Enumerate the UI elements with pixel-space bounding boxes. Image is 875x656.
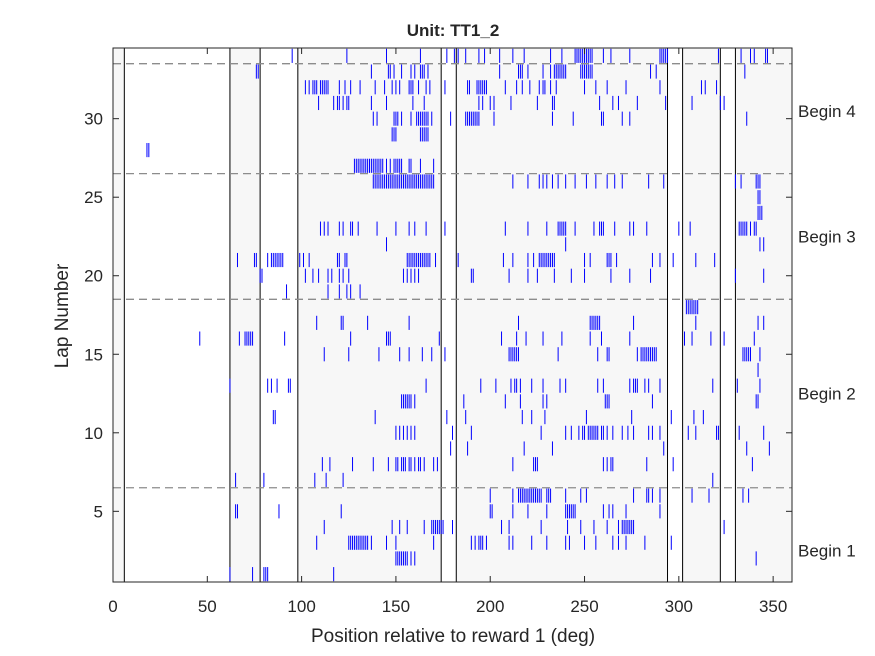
axes-box bbox=[112, 47, 793, 583]
y-tick-label: 20 bbox=[84, 267, 103, 286]
x-tick-label: 100 bbox=[287, 597, 315, 616]
x-tick-label: 200 bbox=[476, 597, 504, 616]
block-boundary-lines bbox=[113, 63, 792, 489]
block-label: Begin 1 bbox=[798, 542, 856, 561]
y-tick-label: 30 bbox=[84, 110, 103, 129]
x-tick-label: 250 bbox=[570, 597, 598, 616]
y-tick-label: 15 bbox=[84, 345, 103, 364]
x-tick-label: 350 bbox=[759, 597, 787, 616]
block-label: Begin 2 bbox=[798, 385, 856, 404]
zone-rect bbox=[229, 47, 261, 583]
y-tick-label: 25 bbox=[84, 188, 103, 207]
block-label: Begin 4 bbox=[798, 102, 856, 121]
y-tick-label: 10 bbox=[84, 424, 103, 443]
x-axis-label: Position relative to reward 1 (deg) bbox=[311, 626, 595, 647]
zone-rect bbox=[682, 47, 721, 583]
y-axis-label: Lap Number bbox=[52, 263, 73, 368]
zone-rect bbox=[112, 47, 125, 583]
block-labels: Begin 1 Begin 2 Begin 3 Begin 4 bbox=[798, 102, 856, 561]
zone-rectangles bbox=[112, 47, 793, 583]
x-tick-label: 150 bbox=[382, 597, 410, 616]
x-tick-label: 50 bbox=[198, 597, 217, 616]
x-axis-ticks: 0 50 100 150 200 250 300 350 bbox=[108, 48, 787, 616]
x-tick-label: 0 bbox=[108, 597, 117, 616]
zone-rect bbox=[297, 47, 442, 583]
y-tick-label: 5 bbox=[94, 502, 103, 521]
chart-title: Unit: TT1_2 bbox=[407, 21, 500, 40]
zone-rect bbox=[734, 47, 793, 583]
x-tick-label: 300 bbox=[665, 597, 693, 616]
zone-rect bbox=[455, 47, 669, 583]
spike-raster bbox=[146, 48, 770, 582]
y-axis-ticks: 5 10 15 20 25 30 bbox=[84, 110, 792, 521]
block-label: Begin 3 bbox=[798, 227, 856, 246]
